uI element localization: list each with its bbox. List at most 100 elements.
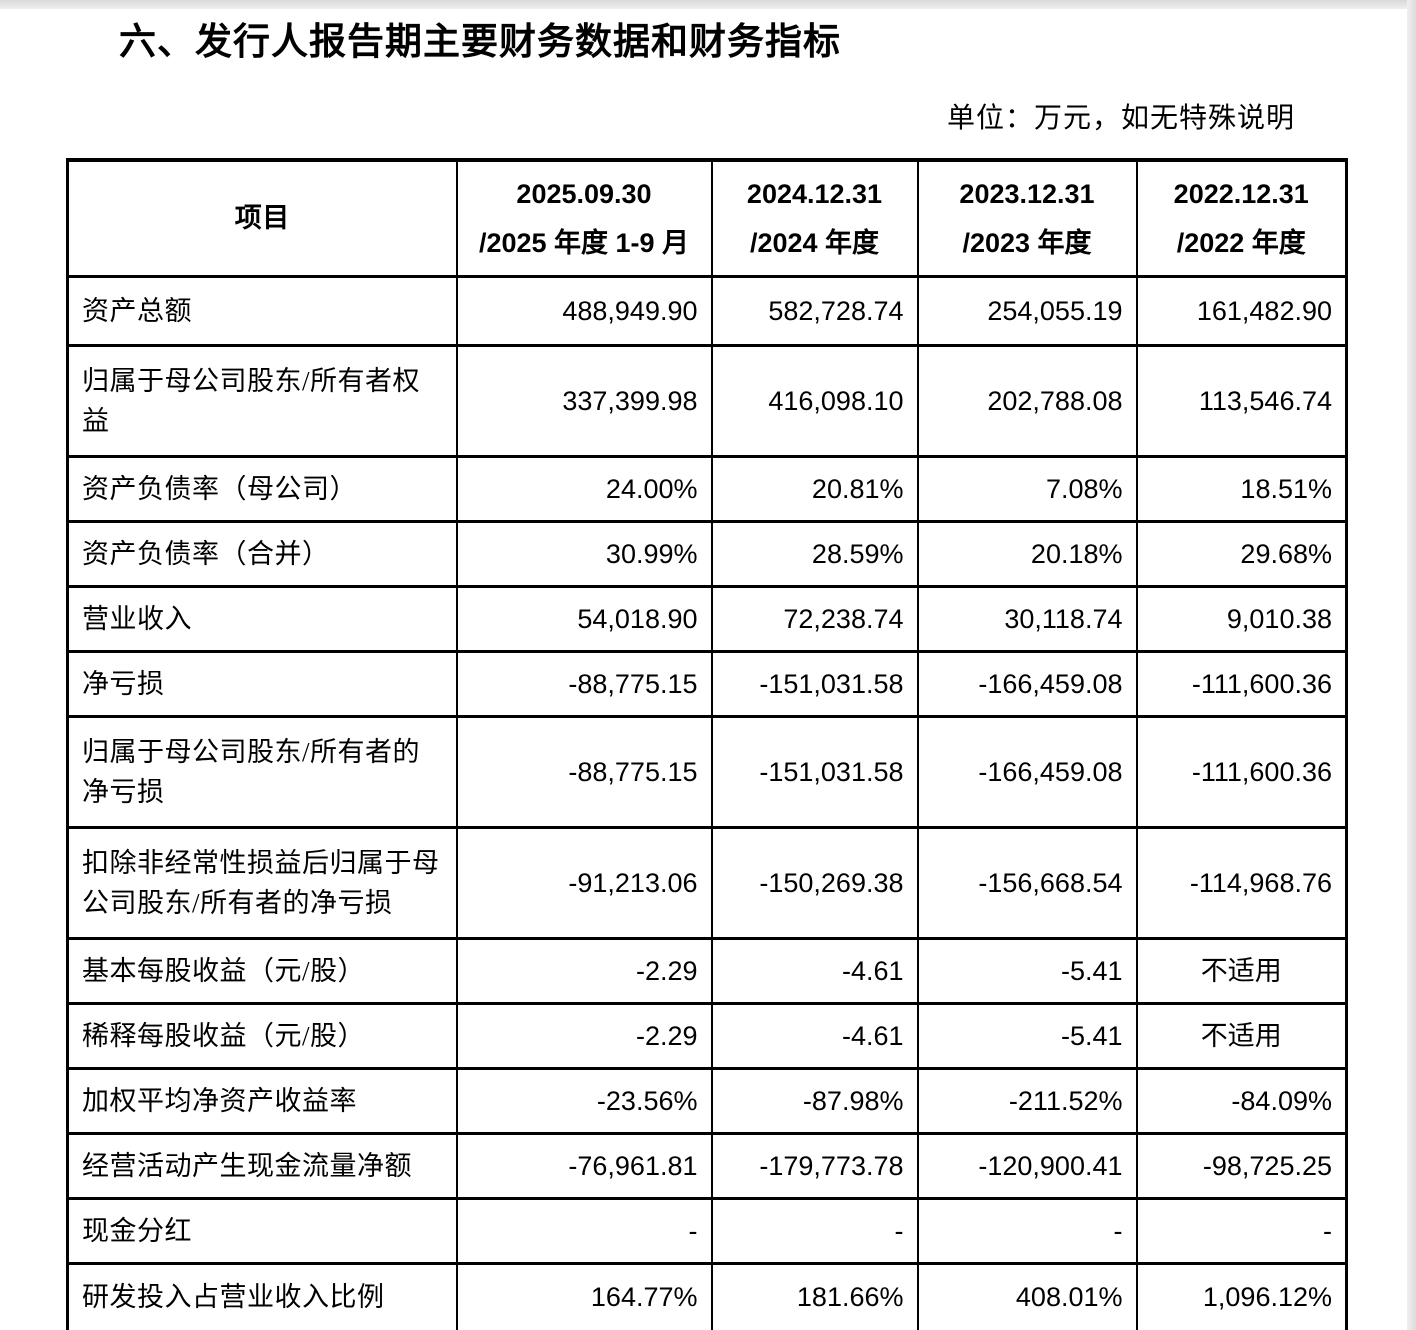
value-cell: 30.99% — [455, 520, 713, 589]
header-item: 项目 — [66, 158, 458, 279]
header-date: 2023.12.31 — [959, 179, 1095, 209]
page-edge-top — [0, 0, 1416, 9]
value-cell: 113,546.74 — [1135, 344, 1348, 459]
row-label: 资产负债率（合并） — [66, 520, 458, 589]
table-row: 资产总额 488,949.90 582,728.74 254,055.19 16… — [66, 275, 1348, 348]
value-cell: -84.09% — [1135, 1067, 1348, 1136]
table-row: 营业收入 54,018.90 72,238.74 30,118.74 9,010… — [66, 585, 1348, 654]
table-header-row: 项目 2025.09.30 /2025 年度 1-9 月 2024.12.31 … — [66, 158, 1348, 279]
table-row: 净亏损 -88,775.15 -151,031.58 -166,459.08 -… — [66, 650, 1348, 719]
table-row: 稀释每股收益（元/股） -2.29 -4.61 -5.41 不适用 — [66, 1002, 1348, 1071]
value-cell: 54,018.90 — [455, 585, 713, 654]
header-period-label: /2024 年度 — [749, 227, 880, 258]
table-row: 经营活动产生现金流量净额 -76,961.81 -179,773.78 -120… — [66, 1132, 1348, 1201]
table-row: 基本每股收益（元/股） -2.29 -4.61 -5.41 不适用 — [66, 937, 1348, 1006]
value-cell: -156,668.54 — [916, 826, 1138, 941]
page-edge-right — [1407, 0, 1416, 1330]
row-label: 净亏损 — [66, 650, 458, 719]
table-row: 归属于母公司股东/所有者的净亏损 -88,775.15 -151,031.58 … — [66, 715, 1348, 830]
row-label: 基本每股收益（元/股） — [66, 937, 458, 1006]
value-cell: -98,725.25 — [1135, 1132, 1348, 1201]
row-label: 加权平均净资产收益率 — [66, 1067, 458, 1136]
header-period-2023: 2023.12.31 /2023 年度 — [916, 158, 1138, 279]
value-cell: -114,968.76 — [1135, 826, 1348, 941]
header-date: 2022.12.31 — [1173, 179, 1309, 209]
value-cell: 582,728.74 — [710, 275, 919, 348]
value-cell: 29.68% — [1135, 520, 1348, 589]
value-cell: -166,459.08 — [916, 650, 1138, 719]
value-cell: -179,773.78 — [710, 1132, 919, 1201]
table-row: 加权平均净资产收益率 -23.56% -87.98% -211.52% -84.… — [66, 1067, 1348, 1136]
section-title: 六、发行人报告期主要财务数据和财务指标 — [119, 21, 841, 62]
table-row: 扣除非经常性损益后归属于母公司股东/所有者的净亏损 -91,213.06 -15… — [66, 826, 1348, 941]
value-cell: -111,600.36 — [1135, 715, 1348, 830]
header-period-label: /2022 年度 — [1176, 227, 1306, 258]
table-row: 研发投入占营业收入比例 164.77% 181.66% 408.01% 1,09… — [66, 1262, 1348, 1330]
table-row: 资产负债率（合并） 30.99% 28.59% 20.18% 29.68% — [66, 520, 1348, 589]
value-cell: 7.08% — [916, 455, 1138, 524]
header-period-label: /2025 年度 1-9 月 — [478, 227, 690, 258]
value-cell: - — [455, 1197, 713, 1266]
value-cell: 30,118.74 — [916, 585, 1138, 654]
value-cell: 408.01% — [916, 1262, 1138, 1330]
header-date: 2024.12.31 — [746, 179, 883, 209]
value-cell: 72,238.74 — [710, 585, 919, 654]
value-cell: - — [710, 1197, 919, 1266]
row-label: 经营活动产生现金流量净额 — [66, 1132, 458, 1201]
row-label: 资产总额 — [66, 275, 458, 348]
value-cell: -88,775.15 — [455, 715, 713, 830]
value-cell: -2.29 — [455, 1002, 713, 1071]
row-label: 稀释每股收益（元/股） — [66, 1002, 458, 1071]
row-label: 研发投入占营业收入比例 — [66, 1262, 458, 1330]
value-cell: -151,031.58 — [710, 650, 919, 719]
value-cell: 18.51% — [1135, 455, 1348, 524]
table-row: 资产负债率（母公司） 24.00% 20.81% 7.08% 18.51% — [66, 455, 1348, 524]
value-cell: 164.77% — [455, 1262, 713, 1330]
header-period-label: /2023 年度 — [962, 227, 1092, 258]
value-cell: - — [1135, 1197, 1348, 1266]
value-cell: 488,949.90 — [455, 275, 713, 348]
header-period-2025: 2025.09.30 /2025 年度 1-9 月 — [455, 158, 713, 279]
table-row: 归属于母公司股东/所有者权益 337,399.98 416,098.10 202… — [66, 344, 1348, 459]
row-label: 归属于母公司股东/所有者的净亏损 — [66, 715, 458, 830]
value-cell: 20.81% — [710, 455, 919, 524]
value-cell: -91,213.06 — [455, 826, 713, 941]
value-cell: -5.41 — [916, 937, 1138, 1006]
value-cell: -76,961.81 — [455, 1132, 713, 1201]
value-cell: 254,055.19 — [916, 275, 1138, 348]
value-cell: -2.29 — [455, 937, 713, 1006]
value-cell: 416,098.10 — [710, 344, 919, 459]
header-period-2024: 2024.12.31 /2024 年度 — [710, 158, 919, 279]
value-cell: -120,900.41 — [916, 1132, 1138, 1201]
value-cell: -88,775.15 — [455, 650, 713, 719]
value-cell: 不适用 — [1135, 1002, 1348, 1071]
value-cell: -5.41 — [916, 1002, 1138, 1071]
value-cell: 9,010.38 — [1135, 585, 1348, 654]
value-cell: 161,482.90 — [1135, 275, 1348, 348]
value-cell: -150,269.38 — [710, 826, 919, 941]
value-cell: -87.98% — [710, 1067, 919, 1136]
value-cell: 28.59% — [710, 520, 919, 589]
row-label: 营业收入 — [66, 585, 458, 654]
value-cell: 181.66% — [710, 1262, 919, 1330]
value-cell: 1,096.12% — [1135, 1262, 1348, 1330]
value-cell: -166,459.08 — [916, 715, 1138, 830]
value-cell: 20.18% — [916, 520, 1138, 589]
value-cell: 337,399.98 — [455, 344, 713, 459]
value-cell: -111,600.36 — [1135, 650, 1348, 719]
value-cell: -23.56% — [455, 1067, 713, 1136]
header-period-2022: 2022.12.31 /2022 年度 — [1135, 158, 1348, 279]
value-cell: -4.61 — [710, 1002, 919, 1071]
row-label: 现金分红 — [66, 1197, 458, 1266]
header-date: 2025.09.30 — [516, 179, 652, 209]
value-cell: - — [916, 1197, 1138, 1266]
row-label: 资产负债率（母公司） — [66, 455, 458, 524]
value-cell: 202,788.08 — [916, 344, 1138, 459]
value-cell: -211.52% — [916, 1067, 1138, 1136]
value-cell: 不适用 — [1135, 937, 1348, 1006]
row-label: 扣除非经常性损益后归属于母公司股东/所有者的净亏损 — [66, 826, 458, 941]
value-cell: -4.61 — [710, 937, 919, 1006]
table-row: 现金分红 - - - - — [66, 1197, 1348, 1266]
value-cell: -151,031.58 — [710, 715, 919, 830]
unit-note: 单位：万元，如无特殊说明 — [946, 103, 1295, 134]
